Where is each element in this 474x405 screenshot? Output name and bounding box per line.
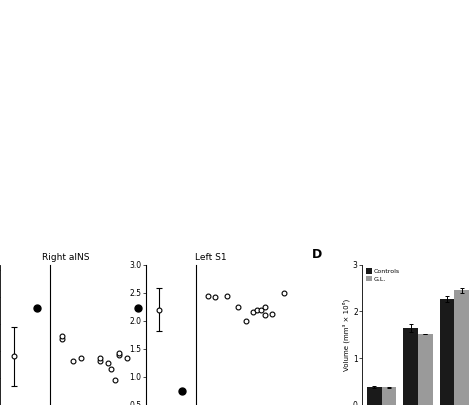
Bar: [455, 290, 469, 405]
Title: Left S1: Left S1: [195, 254, 227, 262]
Text: D: D: [311, 248, 322, 261]
Bar: [367, 387, 382, 405]
Bar: [382, 387, 396, 405]
Y-axis label: Volume (mm³ × 10⁶): Volume (mm³ × 10⁶): [343, 299, 350, 371]
Bar: [440, 299, 455, 405]
Bar: [418, 334, 432, 405]
Title: Right aINS: Right aINS: [42, 254, 89, 262]
Bar: [403, 328, 418, 405]
Legend: Controls, G.L.: Controls, G.L.: [365, 268, 401, 282]
